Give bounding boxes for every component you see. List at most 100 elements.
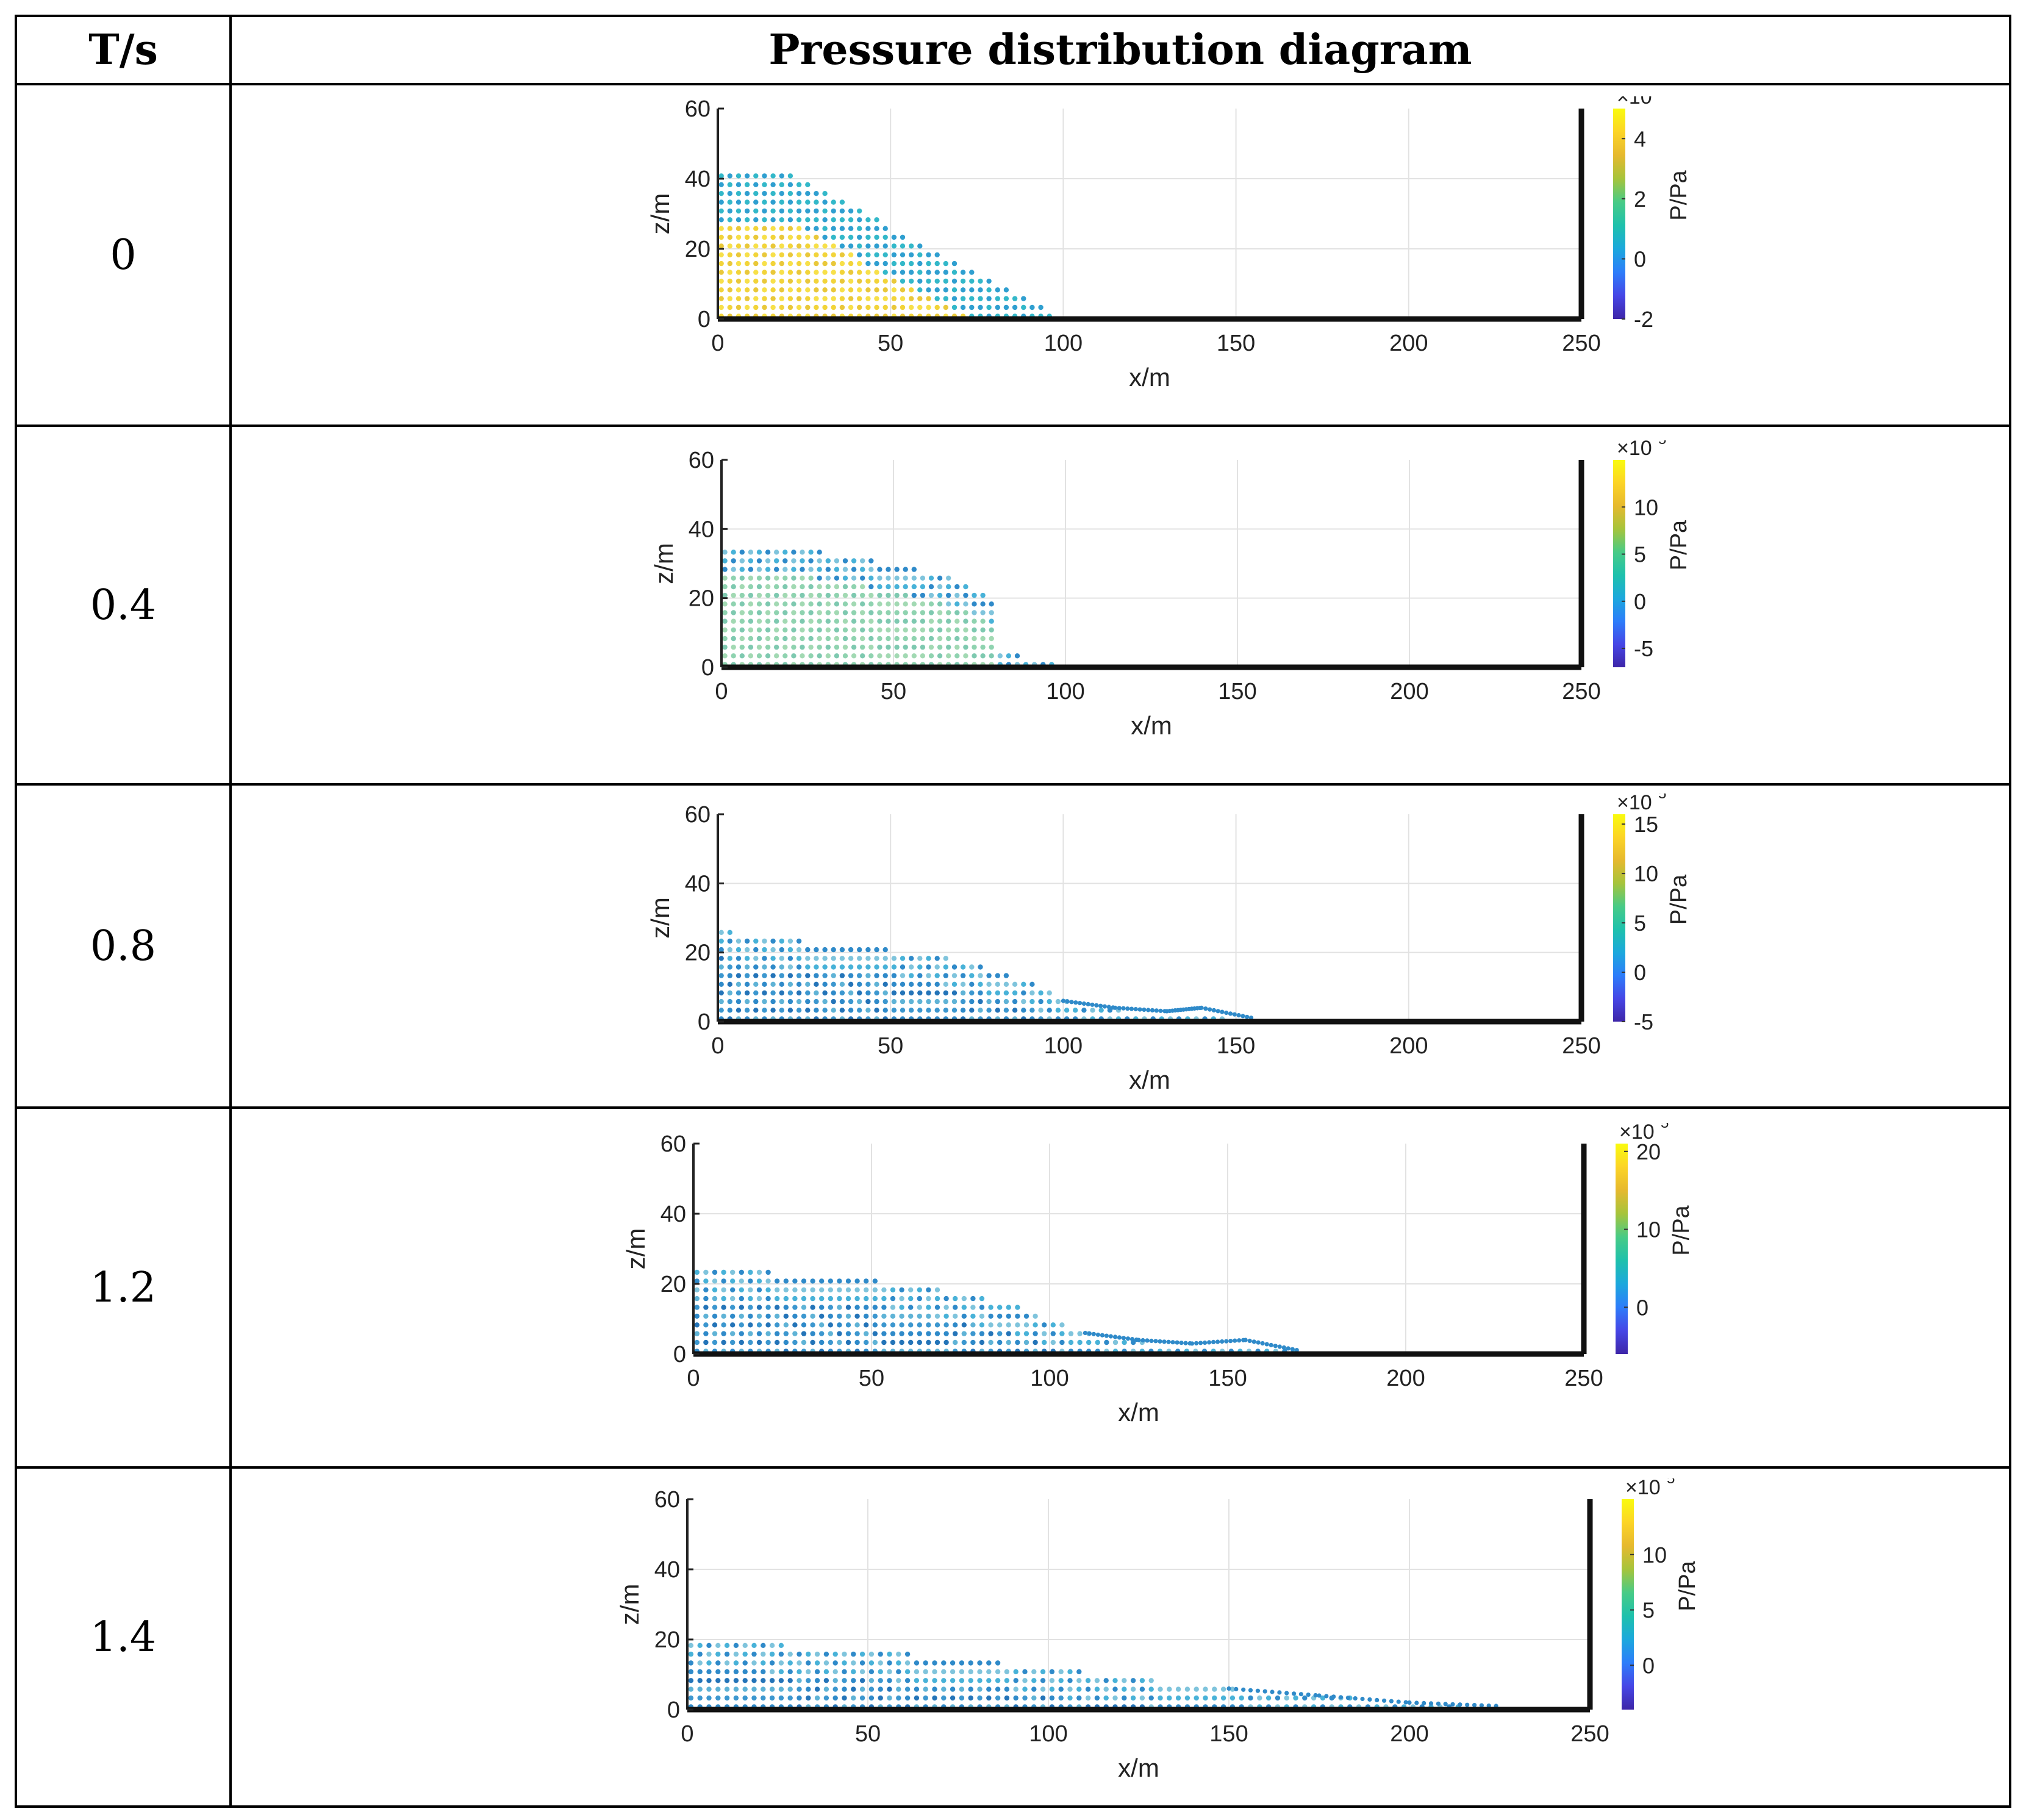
particle [748,618,754,624]
particle [787,938,793,944]
particle [954,644,960,650]
particle [917,1313,922,1319]
x-tick-label: 250 [1570,1721,1609,1747]
particle [970,1339,976,1345]
particle [753,938,759,944]
particle [848,234,854,240]
particle [751,1695,757,1701]
spray-particle [1150,1008,1155,1012]
particle [817,618,822,624]
particle [882,956,888,961]
particle [890,1287,896,1292]
particle [864,1295,869,1302]
particle [894,636,900,642]
particle [941,1669,947,1675]
particle [782,636,788,642]
particle [739,1322,744,1328]
particle [787,1678,793,1683]
particle [842,592,848,598]
particle [904,1660,911,1666]
particle [857,973,862,978]
particle [909,964,914,970]
particle [946,636,951,642]
particle [796,1678,802,1683]
particle [756,1287,762,1292]
particle [770,287,776,293]
particle [980,636,986,642]
particle [831,998,836,1005]
particle [718,964,724,970]
particle [1006,1331,1011,1336]
particle [894,627,900,632]
particle [770,278,776,284]
particle [941,1678,947,1683]
particle [744,956,750,961]
particle [953,1322,958,1328]
particle [890,1339,896,1345]
particle [733,1686,739,1692]
particle [770,173,776,179]
particle [787,226,793,231]
spray-particle [1422,1700,1426,1705]
particle [779,199,784,205]
particle [814,1008,819,1013]
particle [782,601,788,607]
particle [923,1669,928,1675]
particle [718,173,724,179]
particle [762,304,767,310]
y-tick-label: 40 [654,1557,680,1583]
particle [792,1295,798,1302]
particle [979,1331,985,1336]
colorbar-tick-label: 5 [1642,1598,1655,1623]
colorbar-tick-label: 4 [1634,126,1646,151]
particle [868,567,874,572]
particle [736,226,742,231]
particle [817,644,822,650]
particle [805,287,811,293]
particle [727,173,732,179]
spray-particle [1324,1694,1329,1699]
particle [736,938,742,944]
particle [733,1678,739,1683]
particle [703,1339,709,1345]
particle [896,1651,901,1657]
particle [756,1269,762,1275]
particle [753,182,759,187]
header-time: T/s [15,15,232,85]
particle [911,618,917,624]
particle [886,567,891,572]
particle [739,567,745,572]
x-tick-label: 0 [715,679,728,704]
particle [722,550,728,555]
particle [739,558,745,564]
particle [814,270,819,275]
particle [762,252,767,257]
particle [928,644,934,650]
particle [748,567,754,572]
particle [756,592,762,598]
particle [825,601,831,607]
particle [770,270,776,275]
particle [730,1322,736,1328]
particle [718,296,724,301]
particle [1040,1686,1046,1692]
particle [917,278,923,284]
particle [834,610,840,615]
particle [865,252,871,257]
particle [744,990,750,996]
particle [756,636,762,642]
y-tick-label: 60 [654,1487,680,1513]
particle [839,260,845,267]
particle [814,981,819,987]
particle [874,998,879,1005]
particle [874,252,879,257]
x-tick-label: 200 [1390,679,1428,704]
particle [796,208,802,214]
particle [891,296,897,301]
particle [718,278,724,284]
particle [839,998,845,1005]
particle [791,584,796,590]
particle [877,636,882,642]
particle [908,1305,914,1310]
particle [972,627,977,632]
